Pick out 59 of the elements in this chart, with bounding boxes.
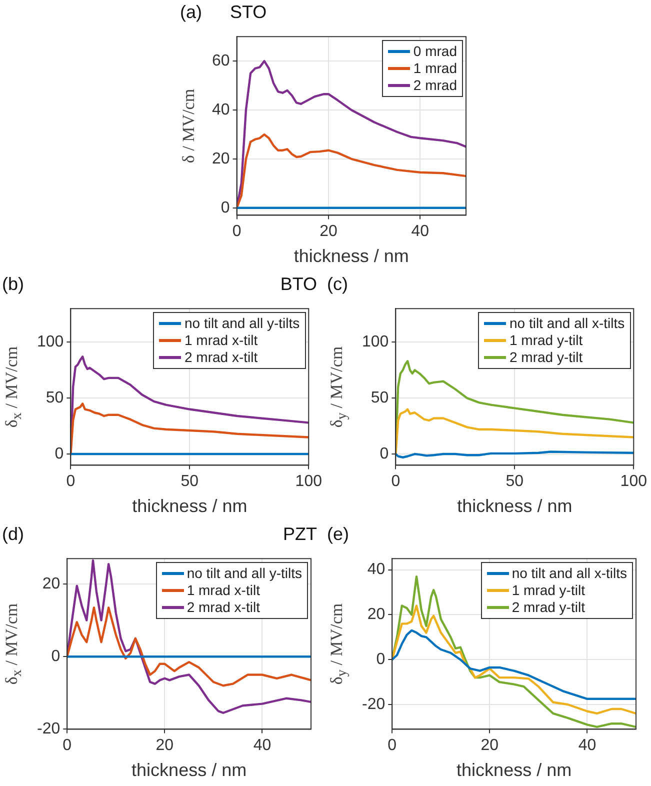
x-tick-label: 100 <box>620 473 648 490</box>
x-tick-label: 50 <box>180 473 199 490</box>
y-tick-label: 0 <box>51 648 60 666</box>
x-axis-title: thickness / nm <box>294 246 409 266</box>
x-tick-label: 20 <box>156 737 174 754</box>
legend-label: 0 mrad <box>413 42 457 59</box>
legend-label: 1 mrad x-tilt <box>186 582 260 598</box>
text: (a) <box>180 2 202 23</box>
y-tick-label: 50 <box>46 389 64 406</box>
y-tick-label: 20 <box>367 606 386 624</box>
y-tick-label: 100 <box>362 334 389 351</box>
y-tick-label: 0 <box>376 651 386 668</box>
y-tick-label: 20 <box>212 150 230 168</box>
y-tick-label: 60 <box>212 52 230 70</box>
x-tick-label: 0 <box>66 473 76 490</box>
legend-label: no tilt and all x-tilts <box>512 564 627 581</box>
text: (d) <box>2 524 24 545</box>
y-tick-label: 0 <box>380 445 389 462</box>
legend-label: 2 mrad x-tilt <box>184 348 258 365</box>
y-tick-label: 50 <box>370 389 389 406</box>
x-tick-label: 40 <box>411 223 430 240</box>
y-axis-title: δ / MV/cm <box>179 88 199 163</box>
x-tick-label: 20 <box>480 737 499 754</box>
y-tick-label: 100 <box>36 334 64 351</box>
text: (c) <box>327 274 348 295</box>
y-tick-label: 40 <box>212 101 230 118</box>
x-tick-label: 0 <box>391 473 400 490</box>
x-tick-label: 40 <box>253 737 272 754</box>
text: (e) <box>327 524 349 545</box>
x-axis-title: thickness / nm <box>456 760 572 780</box>
legend-label: 2 mrad <box>413 76 457 93</box>
text: (b) <box>2 274 24 295</box>
y-tick-label: -20 <box>37 720 60 738</box>
legend-label: 2 mrad x-tilt <box>186 598 260 615</box>
x-tick-label: 20 <box>320 223 338 240</box>
x-axis-title: thickness / nm <box>132 496 248 516</box>
chart-title: STO <box>230 2 267 23</box>
legend-label: 1 mrad y-tilt <box>512 582 585 598</box>
legend-label: 1 mrad y-tilt <box>509 332 583 348</box>
legend-label: no tilt and all y-tilts <box>186 564 302 581</box>
legend-label: 2 mrad y-tilt <box>512 598 585 615</box>
legend-label: no tilt and all y-tilts <box>184 314 300 331</box>
x-tick-label: 0 <box>232 223 242 240</box>
x-tick-label: 40 <box>578 737 596 754</box>
y-tick-label: 0 <box>54 445 64 462</box>
y-tick-label: 20 <box>42 575 60 592</box>
x-tick-label: 100 <box>295 473 322 490</box>
chart-title: BTO <box>280 274 317 295</box>
x-axis-title: thickness / nm <box>457 496 572 516</box>
legend-label: 1 mrad x-tilt <box>184 332 258 348</box>
legend-label: 1 mrad <box>413 60 457 76</box>
chart-title: PZT <box>283 524 317 545</box>
y-tick-label: 40 <box>367 561 386 578</box>
y-tick-label: -20 <box>362 696 386 713</box>
x-tick-label: 50 <box>506 473 524 490</box>
x-axis-title: thickness / nm <box>132 760 247 780</box>
y-tick-label: 0 <box>220 199 230 216</box>
legend-label: no tilt and all x-tilts <box>509 314 625 331</box>
legend-label: 2 mrad y-tilt <box>509 348 583 365</box>
